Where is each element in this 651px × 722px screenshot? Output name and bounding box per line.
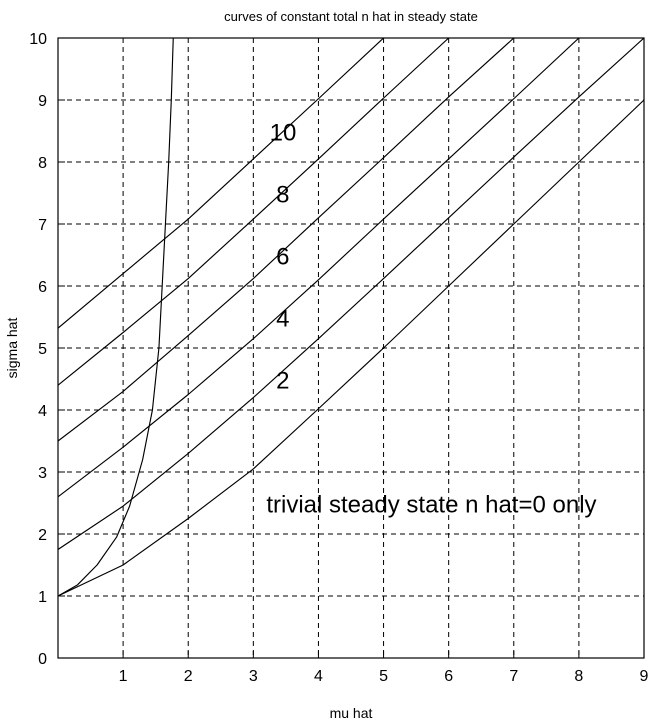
series-line-4: [58, 38, 515, 442]
y-tick-label-8: 8: [38, 155, 47, 172]
y-tick-label-7: 7: [38, 217, 47, 234]
x-tick-label-1: 1: [119, 668, 128, 685]
x-tick-label-4: 4: [314, 668, 323, 685]
annotation-layer: 10 8 6 4 2 trivial steady state n hat=0 only: [266, 119, 596, 518]
y-tick-layer: 0 1 2 3 4 5 6 7 8 9 10: [29, 31, 65, 668]
curve-label-10: 10: [270, 119, 297, 146]
series-line-3: [58, 38, 580, 498]
curve-label-2: 2: [276, 367, 289, 394]
series-line-1: [58, 99, 644, 597]
y-tick-label-2: 2: [38, 527, 47, 544]
chart-title: curves of constant total n hat in steady…: [224, 9, 478, 24]
y-tick-label-3: 3: [38, 465, 47, 482]
y-tick-label-5: 5: [38, 341, 47, 358]
series-layer: [58, 38, 644, 597]
x-tick-label-9: 9: [640, 668, 649, 685]
x-tick-label-6: 6: [444, 668, 453, 685]
trivial-steady-state-annotation: trivial steady state n hat=0 only: [266, 491, 596, 518]
y-tick-label-1: 1: [38, 589, 47, 606]
y-tick-label-0: 0: [38, 651, 47, 668]
x-axis-label: mu hat: [330, 705, 373, 721]
series-line-0: [58, 38, 174, 597]
curve-label-4: 4: [276, 305, 289, 332]
series-line-2: [58, 38, 644, 551]
y-tick-label-9: 9: [38, 93, 47, 110]
x-tick-label-3: 3: [249, 668, 258, 685]
x-tick-layer: 1 2 3 4 5 6 7 8 9: [119, 651, 649, 685]
y-tick-label-6: 6: [38, 279, 47, 296]
x-tick-label-8: 8: [574, 668, 583, 685]
series-line-5: [58, 38, 450, 386]
x-tick-label-7: 7: [509, 668, 518, 685]
series-line-6: [58, 38, 385, 329]
curve-label-6: 6: [276, 243, 289, 270]
x-tick-label-2: 2: [184, 668, 193, 685]
y-axis-label: sigma hat: [4, 318, 20, 379]
y-tick-label-10: 10: [29, 31, 47, 48]
x-tick-label-5: 5: [379, 668, 388, 685]
y-tick-label-4: 4: [38, 403, 47, 420]
grid-layer: [58, 38, 644, 658]
curve-label-8: 8: [276, 181, 289, 208]
